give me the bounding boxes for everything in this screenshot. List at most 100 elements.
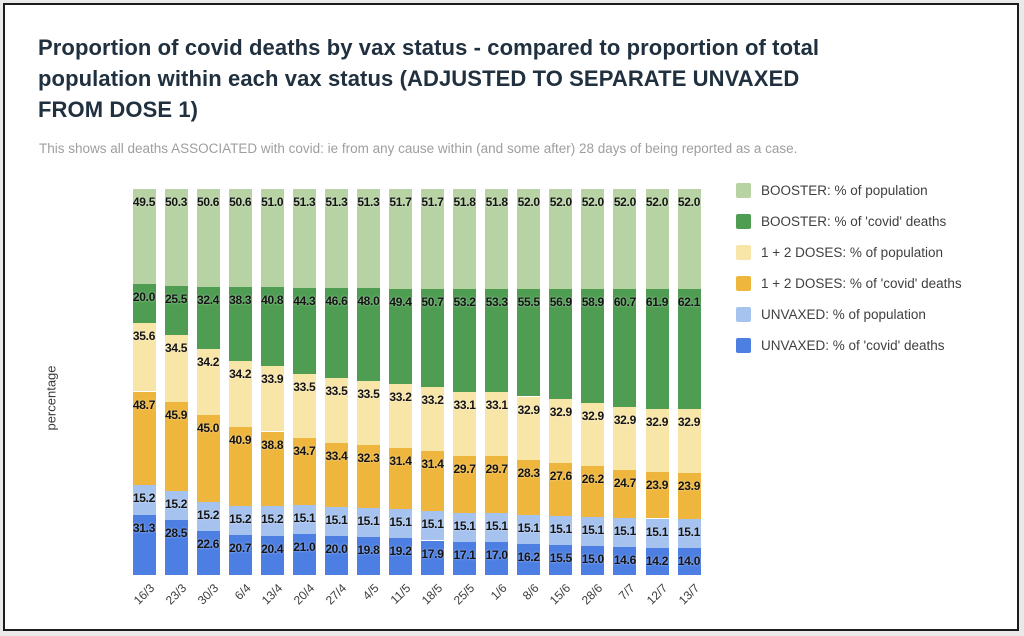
bar-value-label: 48.0 (357, 294, 380, 308)
bar-value-label: 51.3 (357, 195, 380, 209)
bar-segment (517, 189, 541, 290)
chart-subtitle: This shows all deaths ASSOCIATED with co… (39, 141, 798, 156)
bar-segment (517, 514, 541, 544)
bar-segment (228, 426, 252, 506)
bar-segment (292, 534, 316, 575)
bar-value-label: 17.9 (421, 546, 444, 561)
legend-item: UNVAXED: % of population (736, 307, 962, 322)
bar-value-label: 58.9 (581, 295, 604, 310)
bar-segment (517, 289, 541, 397)
bar-value-label: 21.0 (293, 540, 316, 555)
bar-segment (421, 189, 444, 289)
legend-swatch (736, 183, 751, 198)
bar-value-label: 22.6 (197, 537, 220, 552)
bar-value-label: 51.7 (389, 195, 412, 209)
legend-label: 1 + 2 DOSES: % of population (761, 245, 943, 260)
bar-segment (389, 448, 412, 509)
bar-value-label: 33.5 (325, 384, 348, 398)
bar-segment (356, 380, 380, 446)
bar-value-label: 15.2 (229, 511, 252, 526)
bar-segment (677, 289, 701, 410)
bar-value-label: 15.1 (549, 521, 572, 536)
bar-segment (613, 517, 637, 547)
bar-value-label: 38.8 (261, 437, 284, 452)
bar-segment (549, 189, 573, 290)
bar-value-label: 32.3 (357, 451, 380, 466)
bar-value-label: 52.0 (517, 195, 540, 209)
bar-segment (164, 490, 188, 520)
bar-value-label: 14.2 (645, 553, 669, 568)
bar-value-label: 15.5 (549, 551, 572, 566)
bar-value-label: 23.9 (677, 478, 701, 493)
bar-segment (485, 542, 509, 575)
bar-segment (613, 189, 637, 290)
legend-label: UNVAXED: % of population (761, 307, 926, 322)
bar-segment (421, 288, 444, 387)
bar-segment (196, 349, 220, 416)
legend-swatch (736, 276, 751, 291)
bar-segment (453, 512, 477, 542)
bar-value-label: 33.2 (421, 392, 444, 407)
legend-item: 1 + 2 DOSES: % of 'covid' deaths (736, 276, 962, 291)
bar-value-label: 15.2 (197, 508, 220, 522)
bar-value-label: 62.1 (677, 295, 701, 310)
bar-segment (260, 535, 284, 575)
legend-swatch (736, 214, 751, 229)
bar-segment (517, 460, 541, 515)
bar-value-label: 55.5 (517, 295, 540, 310)
bar-segment (132, 322, 156, 392)
bar-value-label: 24.7 (613, 476, 636, 490)
bar-segment (292, 288, 316, 374)
bar-value-label: 51.0 (261, 195, 284, 209)
bar-segment (324, 442, 348, 508)
bar-segment (196, 502, 220, 532)
bar-segment (260, 366, 284, 432)
bar-segment (260, 431, 284, 507)
bar-segment (645, 472, 669, 519)
bar-value-label: 34.2 (197, 355, 220, 370)
bar-segment (356, 445, 380, 508)
bar-segment (389, 537, 412, 575)
bar-value-label: 15.2 (165, 496, 188, 511)
bar-segment (421, 386, 444, 451)
bar-segment (324, 507, 348, 537)
bar-value-label: 33.9 (261, 372, 284, 387)
bar-segment (228, 360, 252, 427)
bar-segment (260, 189, 284, 288)
bar-value-label: 34.5 (165, 341, 188, 356)
bar-value-label: 29.7 (485, 461, 508, 476)
bar-value-label: 15.1 (485, 519, 508, 533)
bar-segment (453, 391, 477, 456)
bar-segment (292, 505, 316, 535)
bar-segment (677, 472, 701, 519)
bar-value-label: 33.5 (293, 379, 316, 394)
bar-value-label: 20.0 (325, 542, 348, 557)
bar-value-label: 15.1 (421, 517, 444, 532)
legend-item: 1 + 2 DOSES: % of population (736, 245, 962, 260)
bar-value-label: 51.3 (325, 195, 348, 209)
bar-value-label: 15.1 (581, 522, 604, 537)
bar-segment (164, 189, 188, 287)
bar-segment (324, 189, 348, 289)
legend-item: BOOSTER: % of 'covid' deaths (736, 214, 962, 229)
bar-segment (389, 508, 412, 538)
legend-label: BOOSTER: % of 'covid' deaths (761, 214, 947, 229)
bar-segment (549, 289, 573, 400)
bar-value-label: 29.7 (453, 461, 476, 476)
bar-value-label: 53.2 (453, 295, 476, 309)
bar-segment (164, 402, 188, 491)
bar-segment (132, 485, 156, 515)
bar-value-label: 33.5 (357, 386, 380, 401)
bar-segment (389, 288, 412, 385)
bar-value-label: 15.2 (261, 512, 284, 527)
bar-segment (164, 520, 188, 575)
legend-swatch (736, 307, 751, 322)
legend-item: BOOSTER: % of population (736, 183, 962, 198)
legend-label: 1 + 2 DOSES: % of 'covid' deaths (761, 276, 962, 291)
bar-segment (260, 506, 284, 536)
bar-value-label: 34.2 (229, 366, 252, 381)
bar-segment (613, 470, 637, 518)
bar-value-label: 48.7 (132, 397, 156, 412)
bar-segment (613, 289, 637, 407)
bar-segment (613, 406, 637, 470)
